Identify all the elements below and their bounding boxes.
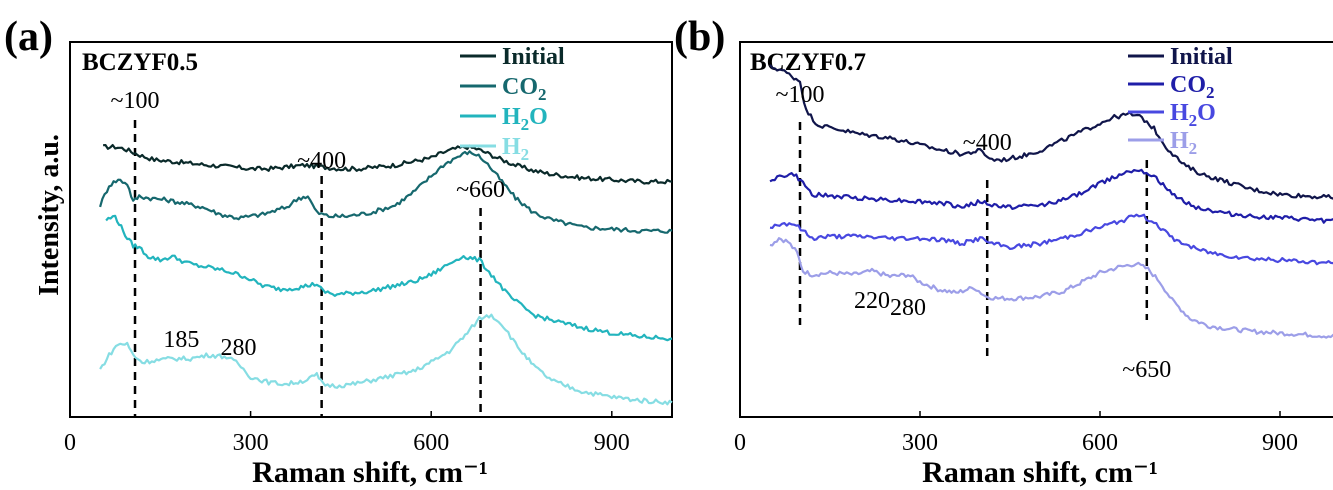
panel-b: (b) BCZYF0.7 Raman shift, cm⁻¹ 0 300 600 90…: [674, 14, 1333, 489]
panel-a-annotations: ~100 ~400 ~660 185 280: [111, 88, 506, 361]
panel-b-guide-lines: [798, 122, 1149, 362]
legend-entry: Initial: [502, 44, 565, 70]
legend-entry: H2: [1170, 128, 1197, 158]
peak-annotation: ~100: [776, 82, 825, 108]
x-tick-label: 600: [1082, 430, 1118, 456]
legend-entry: H2: [502, 134, 529, 164]
panel-a-frame: [69, 41, 673, 418]
series-line: [769, 213, 1333, 266]
x-tick-label: 300: [233, 430, 269, 456]
peak-annotation: ~660: [456, 177, 505, 203]
peak-annotation: ~650: [1122, 357, 1171, 383]
panel-b-letter: (b): [674, 14, 725, 60]
panel-b-x-axis-title: Raman shift, cm⁻¹: [922, 456, 1158, 489]
series-line: [103, 144, 673, 185]
panel-a-sample-label: BCZYF0.5: [82, 49, 198, 76]
peak-annotation: ~100: [111, 88, 160, 114]
x-tick-label: 300: [902, 430, 938, 456]
panel-b-annotations: ~100 ~400 ~650 220 280: [776, 82, 1172, 383]
legend-entry: CO2: [502, 74, 547, 104]
legend-entry: Initial: [1170, 44, 1233, 70]
panel-a-letter: (a): [4, 14, 53, 60]
panel-b-series: [769, 64, 1333, 339]
x-tick-label: 900: [1262, 430, 1298, 456]
panel-a-x-axis-title: Raman shift, cm⁻¹: [252, 456, 488, 489]
series-line: [769, 64, 1333, 200]
x-tick-label: 0: [64, 430, 76, 456]
panel-a: (a) BCZYF0.5 Intensity, a.u. Raman shift…: [4, 14, 673, 489]
panel-a-y-axis-title: Intensity, a.u.: [34, 134, 65, 296]
panel-a-x-ticks: 0 300 600 900: [64, 411, 630, 456]
peak-annotation: ~400: [297, 148, 346, 174]
x-tick-label: 0: [734, 430, 746, 456]
panel-a-guide-lines: [133, 120, 482, 417]
legend-entry: H2O: [502, 104, 548, 134]
panel-b-frame: [739, 41, 1333, 418]
x-tick-label: 600: [413, 430, 449, 456]
series-line: [99, 313, 673, 406]
panel-a-series: [99, 144, 673, 406]
legend-entry: H2O: [1170, 100, 1216, 130]
series-line: [105, 214, 673, 342]
series-line: [99, 150, 673, 234]
peak-annotation: 220: [854, 288, 890, 314]
panel-b-x-ticks: 0 300 600 900: [734, 411, 1298, 456]
series-line: [769, 237, 1333, 339]
x-tick-label: 900: [594, 430, 630, 456]
peak-annotation: ~400: [963, 130, 1012, 156]
peak-annotation: 280: [221, 335, 257, 361]
panel-b-sample-label: BCZYF0.7: [750, 49, 866, 76]
peak-annotation: 185: [163, 327, 199, 353]
peak-annotation: 280: [890, 295, 926, 321]
series-line: [769, 168, 1333, 224]
legend-entry: CO2: [1170, 72, 1215, 102]
